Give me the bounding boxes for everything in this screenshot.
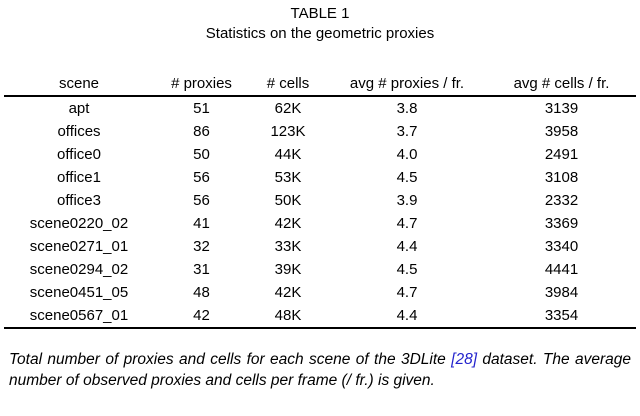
cell-avg-proxies-per-frame: 4.7 <box>396 284 418 301</box>
table-row: office1 56 53K 4.5 3108 <box>4 166 636 189</box>
cell-avg-proxies-per-frame: 4.4 <box>396 307 418 324</box>
cell-num-cells: 123K <box>270 123 306 140</box>
table-row: scene0451_05 48 42K 4.7 3984 <box>4 281 636 304</box>
cell-avg-cells-per-frame: 2491 <box>544 146 579 163</box>
cell-avg-cells-per-frame: 3354 <box>544 307 579 324</box>
cell-avg-proxies-per-frame: 3.9 <box>396 192 418 209</box>
table-header: scene # proxies # cells avg # proxies / … <box>4 72 636 96</box>
footnote-text-part1: Total number of proxies and cells for ea… <box>9 351 452 368</box>
header-num-proxies: # proxies <box>171 75 232 92</box>
table-footnote: Total number of proxies and cells for ea… <box>9 349 631 391</box>
cell-num-cells: 48K <box>274 307 302 324</box>
cell-avg-proxies-per-frame: 4.5 <box>396 261 418 278</box>
table-subtitle: Statistics on the geometric proxies <box>205 25 435 42</box>
cell-num-proxies: 48 <box>193 284 210 301</box>
cell-num-cells: 39K <box>274 261 302 278</box>
cell-scene: offices <box>57 123 101 140</box>
cell-avg-cells-per-frame: 4441 <box>544 261 579 278</box>
table-caption-header: TABLE 1 Statistics on the geometric prox… <box>0 4 640 44</box>
cell-avg-proxies-per-frame: 4.4 <box>396 238 418 255</box>
cell-num-proxies: 86 <box>193 123 210 140</box>
table-number: TABLE 1 <box>290 5 350 22</box>
cell-num-proxies: 41 <box>193 215 210 232</box>
cell-avg-cells-per-frame: 2332 <box>544 192 579 209</box>
table-row: scene0567_01 42 48K 4.4 3354 <box>4 304 636 328</box>
cell-avg-cells-per-frame: 3340 <box>544 238 579 255</box>
cell-avg-cells-per-frame: 3108 <box>544 169 579 186</box>
cell-avg-cells-per-frame: 3369 <box>544 215 579 232</box>
cell-num-proxies: 42 <box>193 307 210 324</box>
cell-num-proxies: 56 <box>193 169 210 186</box>
table-row: scene0271_01 32 33K 4.4 3340 <box>4 235 636 258</box>
header-avg-cells-per-frame: avg # cells / fr. <box>513 75 610 92</box>
cell-num-proxies: 51 <box>193 100 210 117</box>
cell-num-cells: 42K <box>274 215 302 232</box>
cell-num-cells: 62K <box>274 100 302 117</box>
table-row: apt 51 62K 3.8 3139 <box>4 96 636 120</box>
table-body: apt 51 62K 3.8 3139 offices 86 123K 3.7 3958 offic… <box>4 96 636 328</box>
cell-num-cells: 42K <box>274 284 302 301</box>
table-header-row: scene # proxies # cells avg # proxies / … <box>4 72 636 96</box>
cell-avg-cells-per-frame: 3139 <box>544 100 579 117</box>
cell-scene: office3 <box>57 192 101 209</box>
cell-num-proxies: 50 <box>193 146 210 163</box>
citation-link[interactable]: [28] <box>451 351 478 368</box>
cell-num-cells: 33K <box>274 238 302 255</box>
table-row: scene0294_02 31 39K 4.5 4441 <box>4 258 636 281</box>
cell-avg-proxies-per-frame: 4.0 <box>396 146 418 163</box>
cell-scene: scene0294_02 <box>29 261 129 278</box>
cell-avg-proxies-per-frame: 4.5 <box>396 169 418 186</box>
cell-scene: office1 <box>57 169 101 186</box>
cell-num-cells: 53K <box>274 169 302 186</box>
cell-avg-cells-per-frame: 3984 <box>544 284 579 301</box>
cell-num-cells: 50K <box>274 192 302 209</box>
table-row: office0 50 44K 4.0 2491 <box>4 143 636 166</box>
cell-avg-proxies-per-frame: 3.7 <box>396 123 418 140</box>
cell-avg-cells-per-frame: 3958 <box>544 123 579 140</box>
header-scene: scene <box>58 75 100 92</box>
cell-scene: scene0271_01 <box>29 238 129 255</box>
cell-avg-proxies-per-frame: 4.7 <box>396 215 418 232</box>
cell-scene: scene0451_05 <box>29 284 129 301</box>
cell-num-cells: 44K <box>274 146 302 163</box>
cell-num-proxies: 56 <box>193 192 210 209</box>
table-row: office3 56 50K 3.9 2332 <box>4 189 636 212</box>
header-num-cells: # cells <box>266 75 310 92</box>
cell-avg-proxies-per-frame: 3.8 <box>396 100 418 117</box>
footnote-text-part2: dataset. The average number of observed … <box>9 351 632 389</box>
cell-num-proxies: 32 <box>193 238 210 255</box>
cell-scene: scene0220_02 <box>29 215 129 232</box>
statistics-table: scene # proxies # cells avg # proxies / … <box>4 72 636 329</box>
cell-num-proxies: 31 <box>193 261 210 278</box>
table-row: scene0220_02 41 42K 4.7 3369 <box>4 212 636 235</box>
table-row: offices 86 123K 3.7 3958 <box>4 120 636 143</box>
cell-scene: office0 <box>57 146 101 163</box>
cell-scene: apt <box>68 100 90 117</box>
cell-scene: scene0567_01 <box>29 307 129 324</box>
header-avg-proxies-per-frame: avg # proxies / fr. <box>349 75 465 92</box>
